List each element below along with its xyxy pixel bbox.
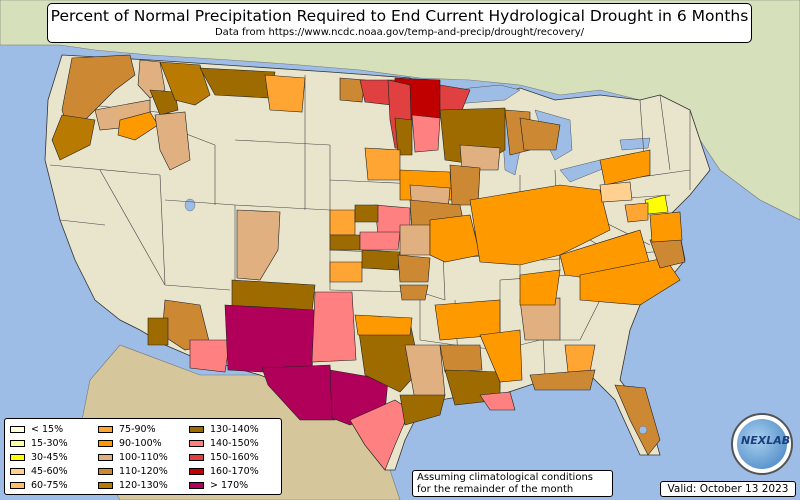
drought-region — [117, 111, 159, 141]
legend-swatch — [10, 467, 25, 475]
legend-item: < 15% — [10, 422, 68, 436]
drought-region — [224, 304, 316, 373]
drought-region — [311, 291, 357, 363]
drought-region — [61, 54, 136, 136]
legend-swatch — [10, 439, 25, 447]
drought-region — [264, 74, 306, 113]
legend-item: > 170% — [189, 478, 259, 492]
drought-region — [399, 284, 429, 301]
drought-region — [614, 384, 661, 456]
drought-region — [51, 114, 96, 161]
drought-region — [519, 117, 561, 151]
legend-item: 100-110% — [98, 450, 168, 464]
legend-swatch — [189, 453, 204, 461]
legend-swatch — [98, 481, 113, 489]
drought-region — [439, 344, 483, 373]
legend-swatch — [10, 481, 25, 489]
drought-region — [459, 144, 501, 171]
drought-region — [359, 231, 401, 251]
drought-region — [599, 181, 633, 203]
lake-ontario — [619, 137, 651, 151]
drought-region — [599, 149, 651, 186]
legend-swatch — [98, 425, 113, 433]
legend-item: 110-120% — [98, 464, 168, 478]
legend-item: 150-160% — [189, 450, 259, 464]
drought-region — [339, 77, 366, 103]
legend-swatch — [189, 439, 204, 447]
drought-region — [579, 257, 681, 306]
legend-swatch — [10, 425, 25, 433]
drought-region — [154, 111, 191, 171]
drought-region — [397, 254, 431, 283]
drought-region — [329, 261, 363, 283]
legend-item: 60-75% — [10, 478, 68, 492]
drought-region — [469, 184, 611, 266]
legend-swatch — [98, 439, 113, 447]
legend-swatch — [189, 425, 204, 433]
drought-region — [261, 364, 336, 421]
legend-item: 75-90% — [98, 422, 168, 436]
drought-region — [399, 224, 431, 256]
lake-okeechobee — [638, 425, 648, 435]
drought-region — [329, 209, 356, 236]
legend-swatch — [189, 467, 204, 475]
legend-swatch — [189, 481, 204, 489]
drought-region — [649, 211, 683, 243]
globe-icon — [737, 419, 787, 469]
drought-region — [411, 114, 441, 153]
title-box: Percent of Normal Precipitation Required… — [47, 3, 752, 43]
map-subtitle: Data from https://www.ncdc.noaa.gov/temp… — [214, 27, 585, 38]
logo-text: NEXLAB — [741, 434, 791, 447]
legend-item: 90-100% — [98, 436, 168, 450]
legend-swatch — [98, 467, 113, 475]
drought-region — [399, 394, 446, 426]
drought-region — [189, 339, 231, 373]
legend-item: 130-140% — [189, 422, 259, 436]
drought-region — [429, 214, 481, 263]
drought-region — [147, 317, 169, 346]
drought-region — [529, 369, 596, 391]
drought-region — [394, 117, 413, 156]
drought-region — [236, 209, 281, 281]
drought-region — [364, 147, 401, 181]
great-salt-lake — [184, 198, 196, 212]
legend-item: 30-45% — [10, 450, 68, 464]
drought-region — [159, 61, 211, 106]
drought-region — [349, 399, 411, 471]
drought-region — [354, 314, 413, 336]
drought-polygons — [51, 54, 686, 471]
legend-swatch — [98, 453, 113, 461]
drought-region — [354, 204, 379, 223]
legend-item: 140-150% — [189, 436, 259, 450]
assumption-note: Assuming climatological conditions for t… — [412, 470, 613, 497]
map-title: Percent of Normal Precipitation Required… — [50, 7, 749, 25]
legend-item: 45-60% — [10, 464, 68, 478]
nexlab-logo: NEXLAB — [731, 413, 793, 475]
drought-region — [479, 391, 516, 411]
drought-region — [479, 329, 523, 383]
drought-region — [519, 269, 561, 306]
drought-region — [149, 89, 179, 116]
drought-region — [564, 344, 596, 373]
legend-swatch — [10, 453, 25, 461]
valid-date: Valid: October 13 2023 — [660, 481, 796, 497]
drought-region — [329, 234, 361, 251]
legend-item: 120-130% — [98, 478, 168, 492]
legend: < 15% 15-30% 30-45% 45-60% 60-75% 75-90%… — [4, 418, 282, 495]
legend-item: 15-30% — [10, 436, 68, 450]
drought-region — [624, 202, 649, 223]
legend-item: 160-170% — [189, 464, 259, 478]
canada-region — [0, 0, 800, 221]
drought-region — [361, 249, 401, 271]
